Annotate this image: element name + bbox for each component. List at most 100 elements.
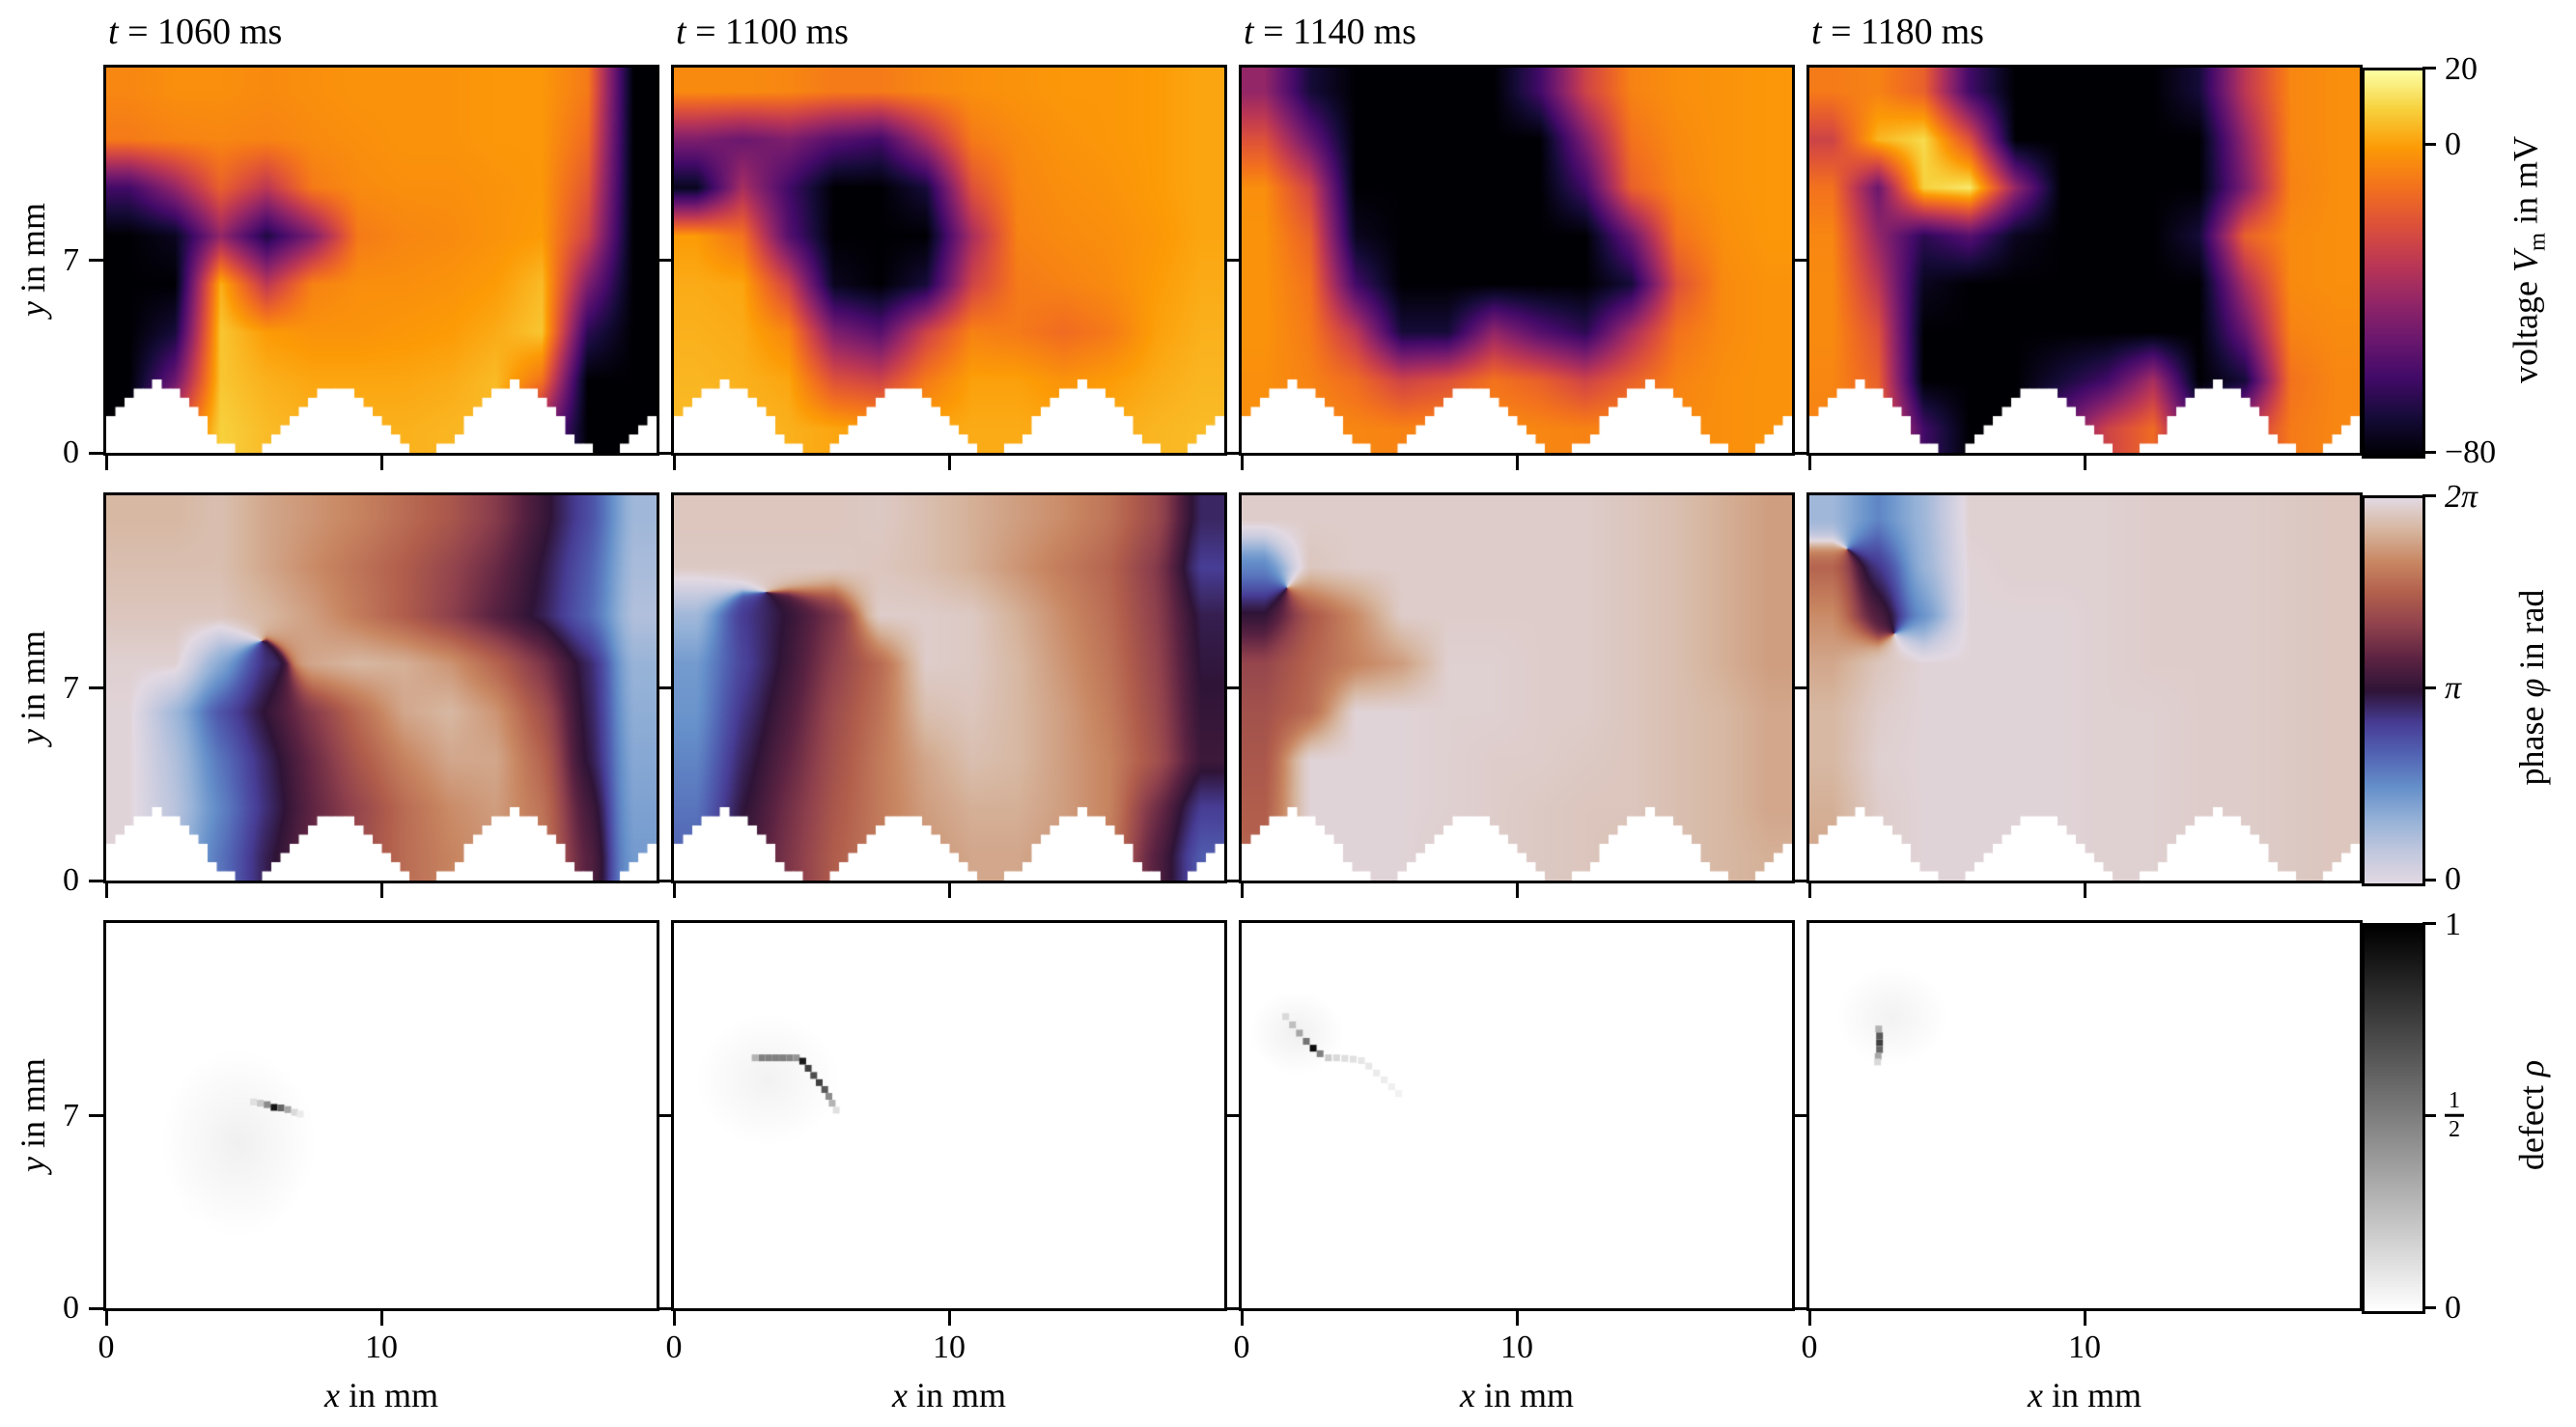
y-ticklabel-row1-7: 7 [63,241,79,278]
y-tick-row2-col3-7 [1224,686,1239,689]
y-tick-row1-col1-0 [89,451,103,455]
y-tick-row3-col2-0 [657,1306,671,1310]
heatmap-canvas-row1-col4 [1809,68,2360,453]
x-tick-row1-col3-0 [1240,456,1244,470]
colorbar-phase-ticklabel-bottom: 0 [2445,861,2461,897]
x-tick-row1-col4-0 [1807,456,1811,470]
x-tick-row1-col4-10 [2083,456,2086,470]
x-tick-row1-col1-10 [379,456,383,470]
colorbar-voltage [2362,68,2425,459]
heatmap-panel-row3-col2 [671,920,1227,1311]
y-ticklabel-row1-0: 0 [63,434,79,470]
colorbar-defect-tick-1 [2422,922,2436,925]
colorbar-defect-tick-0 [2422,1306,2436,1309]
colorbar-phase-tick-2pi [2422,494,2436,497]
colorbar-defect [2362,923,2425,1314]
x-tick-row3-col3-10 [1515,1311,1519,1326]
colorbar-defect-ticklabel-top: 1 [2445,907,2461,942]
colorbar-phase-ticklabel-top: 2π [2445,479,2478,515]
y-tick-row2-col2-7 [657,686,671,689]
heatmap-canvas-row2-col3 [1242,495,1792,881]
y-tick-row2-col4-0 [1792,879,1806,882]
x-tick-row2-col1-10 [379,883,383,898]
heatmap-canvas-row1-col1 [106,68,657,453]
colorbar-voltage-ticklabel-mid: 0 [2445,126,2461,162]
x-tick-row3-col1-0 [104,1311,108,1326]
y-tick-row3-col2-7 [657,1114,671,1117]
colorbar-voltage-ticklabel-top: 20 [2445,51,2478,87]
y-tick-row2-col1-7 [89,686,103,689]
y-tick-row3-col4-7 [1792,1114,1806,1117]
panel-title-t1100: t = 1100 ms [676,12,849,52]
y-ticklabel-row2-7: 7 [63,669,79,706]
heatmap-panel-row2-col2 [671,492,1227,883]
y-tick-row2-col2-0 [657,879,671,882]
x-tick-row3-col4-0 [1807,1311,1811,1326]
heatmap-canvas-row3-col3 [1242,923,1792,1308]
heatmap-panel-row2-col3 [1239,492,1795,883]
colorbar-voltage-tick-20 [2422,67,2436,70]
panel-title-t1060: t = 1060 ms [108,12,283,52]
x-axis-label-col4: x in mm [2028,1376,2142,1414]
x-tick-row2-col2-10 [947,883,951,898]
x-tick-row2-col4-0 [1807,883,1811,898]
y-tick-row1-col2-0 [657,451,671,455]
heatmap-panel-row3-col3 [1239,920,1795,1311]
x-tick-row3-col2-10 [947,1311,951,1326]
colorbar-phase [2362,495,2425,886]
x-ticklabel-col3-10: 10 [1500,1329,1533,1365]
heatmap-canvas-row3-col4 [1809,923,2360,1308]
heatmap-canvas-row2-col4 [1809,495,2360,881]
x-tick-row2-col2-0 [672,883,676,898]
x-ticklabel-col4-0: 0 [1801,1329,1818,1365]
x-axis-label-col1: x in mm [324,1376,438,1414]
colorbar-phase-tick-pi [2422,686,2436,689]
x-tick-row1-col2-0 [672,456,676,470]
heatmap-canvas-row3-col1 [106,923,657,1308]
x-ticklabel-col3-0: 0 [1233,1329,1250,1365]
x-tick-row2-col1-0 [104,883,108,898]
x-ticklabel-col4-10: 10 [2068,1329,2101,1365]
x-tick-row3-col4-10 [2083,1311,2086,1326]
y-tick-row3-col3-7 [1224,1114,1239,1117]
y-ticklabel-row3-7: 7 [63,1097,79,1133]
y-axis-label-row3: y in mm [14,1058,52,1172]
x-tick-row3-col1-10 [379,1311,383,1326]
colorbar-phase-ticklabel-mid: π [2445,670,2462,706]
colorbar-defect-label: defect ρ [2512,1059,2551,1171]
heatmap-canvas-row3-col2 [674,923,1224,1308]
x-axis-label-col3: x in mm [1460,1376,1574,1414]
x-axis-label-col2: x in mm [892,1376,1006,1414]
y-tick-row1-col1-7 [89,259,103,262]
y-ticklabel-row2-0: 0 [63,862,79,898]
heatmap-canvas-row2-col2 [674,495,1224,881]
heatmap-canvas-row2-col1 [106,495,657,881]
colorbar-defect-ticklabel-bottom: 0 [2445,1290,2461,1326]
heatmap-panel-row2-col1 [103,492,659,883]
y-tick-row3-col1-7 [89,1114,103,1117]
x-ticklabel-col2-0: 0 [665,1329,683,1365]
x-tick-row2-col3-10 [1515,883,1519,898]
colorbar-defect-tick-half [2422,1114,2436,1117]
y-tick-row3-col1-0 [89,1306,103,1310]
x-tick-row2-col4-10 [2083,883,2086,898]
colorbar-phase-tick-0 [2422,879,2436,881]
x-tick-row2-col3-0 [1240,883,1244,898]
heatmap-canvas-row1-col2 [674,68,1224,453]
colorbar-voltage-tick-0 [2422,143,2436,146]
y-tick-row2-col3-0 [1224,879,1239,882]
y-tick-row1-col4-7 [1792,259,1806,262]
heatmap-panel-row1-col3 [1239,65,1795,456]
y-tick-row1-col3-0 [1224,451,1239,455]
y-tick-row3-col3-0 [1224,1306,1239,1310]
x-tick-row1-col1-0 [104,456,108,470]
y-tick-row1-col4-0 [1792,451,1806,455]
y-tick-row2-col1-0 [89,879,103,882]
colorbar-voltage-tick-m80 [2422,451,2436,454]
heatmap-panel-row1-col1 [103,65,659,456]
heatmap-panel-row2-col4 [1806,492,2363,883]
heatmap-panel-row1-col2 [671,65,1227,456]
panel-title-t1180: t = 1180 ms [1811,12,1984,52]
x-tick-row1-col3-10 [1515,456,1519,470]
